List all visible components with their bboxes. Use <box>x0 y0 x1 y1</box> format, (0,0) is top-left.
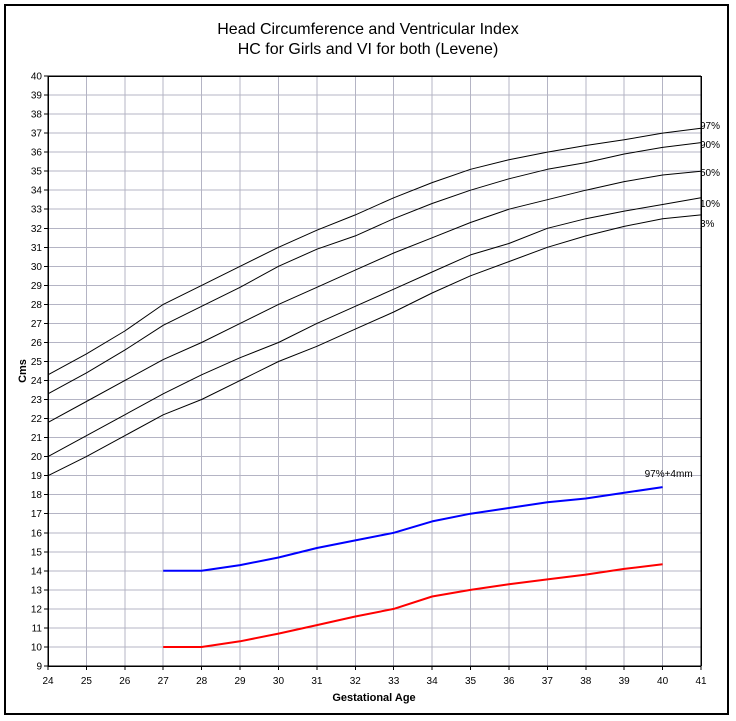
x-tick-label: 32 <box>350 676 362 687</box>
y-tick-label: 18 <box>31 490 43 501</box>
series-line-90-1 <box>47 142 702 395</box>
x-tick-label: 36 <box>503 676 515 687</box>
x-tick-label: 25 <box>81 676 93 687</box>
x-axis-title: Gestational Age <box>332 692 415 704</box>
series-line-97-4mm-5 <box>163 486 663 572</box>
y-tick-label: 25 <box>31 357 43 368</box>
x-tick-label: 40 <box>657 676 669 687</box>
data-series <box>47 127 702 648</box>
x-tick-label: 39 <box>619 676 631 687</box>
series-label-90: 90% <box>700 140 720 151</box>
x-tick-label: 26 <box>119 676 131 687</box>
y-tick-label: 22 <box>31 414 43 425</box>
series-label-97: 97% <box>700 121 720 132</box>
x-tick-label: 28 <box>196 676 208 687</box>
y-tick-label: 33 <box>31 205 43 216</box>
x-tick-label: 34 <box>427 676 439 687</box>
y-tick-label: 27 <box>31 319 43 330</box>
y-tick-label: 31 <box>31 243 43 254</box>
x-tick-label: 24 <box>42 676 54 687</box>
series-line-97-0 <box>47 127 702 376</box>
x-tick-label: 27 <box>158 676 170 687</box>
y-tick-label: 37 <box>31 129 43 140</box>
series-label-97-4mm: 97%+4mm <box>645 469 693 480</box>
series-label-50: 50% <box>700 168 720 179</box>
y-tick-label: 11 <box>32 623 43 634</box>
y-tick-label: 19 <box>31 471 43 482</box>
y-tick-label: 9 <box>36 662 42 673</box>
y-tick-label: 29 <box>31 281 43 292</box>
gridlines <box>48 76 701 666</box>
series-line-50-2 <box>47 170 702 423</box>
series-labels: 97% 90% 50% 10% 3% 97%+4mm <box>645 121 721 480</box>
y-tick-label: 35 <box>31 167 43 178</box>
x-tick-label: 31 <box>311 676 323 687</box>
y-tick-label: 17 <box>31 509 43 520</box>
series-line-vi-97-6 <box>163 563 663 648</box>
series-label-3: 3% <box>700 219 715 230</box>
y-tick-label: 15 <box>31 547 43 558</box>
series-label-10: 10% <box>700 199 720 210</box>
y-tick-label: 20 <box>31 452 43 463</box>
y-axis-title: Cms <box>17 359 29 383</box>
y-tick-label: 38 <box>31 110 43 121</box>
y-tick-label: 13 <box>31 585 43 596</box>
y-tick-label: 16 <box>31 528 43 539</box>
x-tick-label: 35 <box>465 676 477 687</box>
y-tick-label: 23 <box>31 395 43 406</box>
y-tick-label: 32 <box>31 224 43 235</box>
y-tick-label: 10 <box>31 642 43 653</box>
x-tick-label: 29 <box>234 676 246 687</box>
series-line-10-3 <box>47 197 702 458</box>
y-tick-label: 26 <box>31 338 43 349</box>
y-tick-label: 36 <box>31 148 43 159</box>
chart-title: Head Circumference and Ventricular Index… <box>0 20 736 60</box>
chart-subtitle: HC for Girls and VI for both (Levene) <box>237 41 499 58</box>
x-tick-label: 33 <box>388 676 400 687</box>
y-tick-label: 24 <box>31 376 43 387</box>
x-tick-label: 37 <box>542 676 554 687</box>
y-tick-label: 30 <box>31 262 43 273</box>
y-tick-label: 40 <box>31 72 43 83</box>
y-tick-label: 28 <box>31 300 43 311</box>
series-line-3-4 <box>47 214 702 477</box>
x-tick-label: 41 <box>695 676 707 687</box>
x-tick-label: 38 <box>580 676 592 687</box>
y-tick-label: 21 <box>31 433 43 444</box>
y-tick-label: 34 <box>31 186 43 197</box>
y-tick-label: 12 <box>31 604 43 615</box>
y-tick-label: 39 <box>31 91 43 102</box>
chart-title-line-1: Head Circumference and Ventricular Index <box>217 21 519 38</box>
x-tick-label: 30 <box>273 676 285 687</box>
axes: 9 10 11 12 13 14 15 16 17 18 19 20 21 22 23 24 25 26 27 28 2… <box>31 72 707 688</box>
y-tick-label: 14 <box>31 566 43 577</box>
